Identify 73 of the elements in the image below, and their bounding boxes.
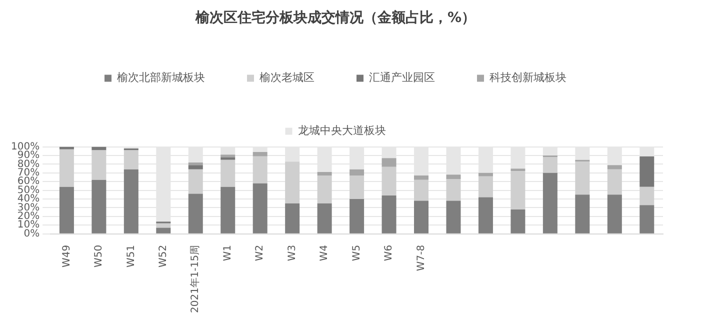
legend-label: 龙城中央大道板块 xyxy=(298,124,386,138)
bar xyxy=(607,165,622,170)
legend-label: 汇通产业园区 xyxy=(369,71,435,84)
chart-title: 榆次区住宅分板块成交情况（金额占比，%） xyxy=(194,9,476,26)
bar xyxy=(317,203,332,234)
bar xyxy=(478,176,493,198)
bar xyxy=(542,172,558,234)
bar xyxy=(156,223,171,228)
x-tick-label: W6 xyxy=(384,244,395,262)
bar xyxy=(640,205,654,234)
bar xyxy=(188,194,203,234)
bar xyxy=(285,203,300,234)
legend-label: 科技创新城板块 xyxy=(490,71,566,84)
x-tick-label: W51 xyxy=(126,244,137,268)
bar xyxy=(478,197,493,234)
bar xyxy=(252,152,268,156)
bar xyxy=(220,186,236,234)
bar xyxy=(414,176,429,180)
bar xyxy=(220,157,236,160)
bar xyxy=(382,196,396,234)
bar xyxy=(382,166,396,196)
x-tick-label: W49 xyxy=(61,244,72,268)
bar xyxy=(510,168,526,172)
x-tick-label: W3 xyxy=(286,244,298,262)
bar xyxy=(124,169,138,234)
bar xyxy=(188,162,203,166)
x-tick-label: W7-8 xyxy=(416,244,427,272)
bar xyxy=(220,154,236,158)
bar xyxy=(607,194,622,234)
bar xyxy=(92,180,106,234)
legend-label: 榆次北部新城板块 xyxy=(117,71,205,84)
bar xyxy=(510,171,526,210)
x-tick-label: W2 xyxy=(254,244,266,262)
bar xyxy=(92,150,106,180)
bar xyxy=(478,172,493,176)
bar xyxy=(317,176,332,204)
bar xyxy=(220,160,236,187)
x-tick-label: W50 xyxy=(94,244,105,268)
legend-label: 榆次老城区 xyxy=(260,71,314,84)
bar xyxy=(156,228,171,234)
bar xyxy=(124,150,138,170)
bar xyxy=(542,157,558,173)
bar xyxy=(446,200,461,234)
bar xyxy=(575,194,590,234)
bar xyxy=(510,209,526,234)
bar xyxy=(59,149,74,187)
bar xyxy=(640,156,654,187)
bar xyxy=(188,169,203,194)
bar xyxy=(59,146,74,150)
bar xyxy=(446,174,461,180)
bar xyxy=(414,200,429,234)
bar xyxy=(350,199,364,234)
x-tick-label: 2021年1-15周 xyxy=(189,244,202,314)
bar xyxy=(350,176,364,200)
bar xyxy=(252,156,268,184)
y-tick-label: 0% xyxy=(24,228,40,240)
bar xyxy=(382,158,396,167)
x-tick-label: W1 xyxy=(222,244,234,262)
bar xyxy=(59,186,74,234)
bar xyxy=(188,165,203,170)
x-tick-label: W5 xyxy=(351,244,362,262)
x-tick-label: W4 xyxy=(319,244,330,262)
bar xyxy=(317,172,332,176)
bar xyxy=(575,162,590,195)
bar xyxy=(640,186,654,206)
bar xyxy=(607,169,622,195)
bar xyxy=(446,179,461,201)
bar xyxy=(252,183,268,234)
bar xyxy=(285,162,300,204)
bar xyxy=(414,180,429,201)
x-tick-label: W52 xyxy=(158,244,169,268)
bar xyxy=(92,146,106,150)
bar xyxy=(350,169,364,176)
